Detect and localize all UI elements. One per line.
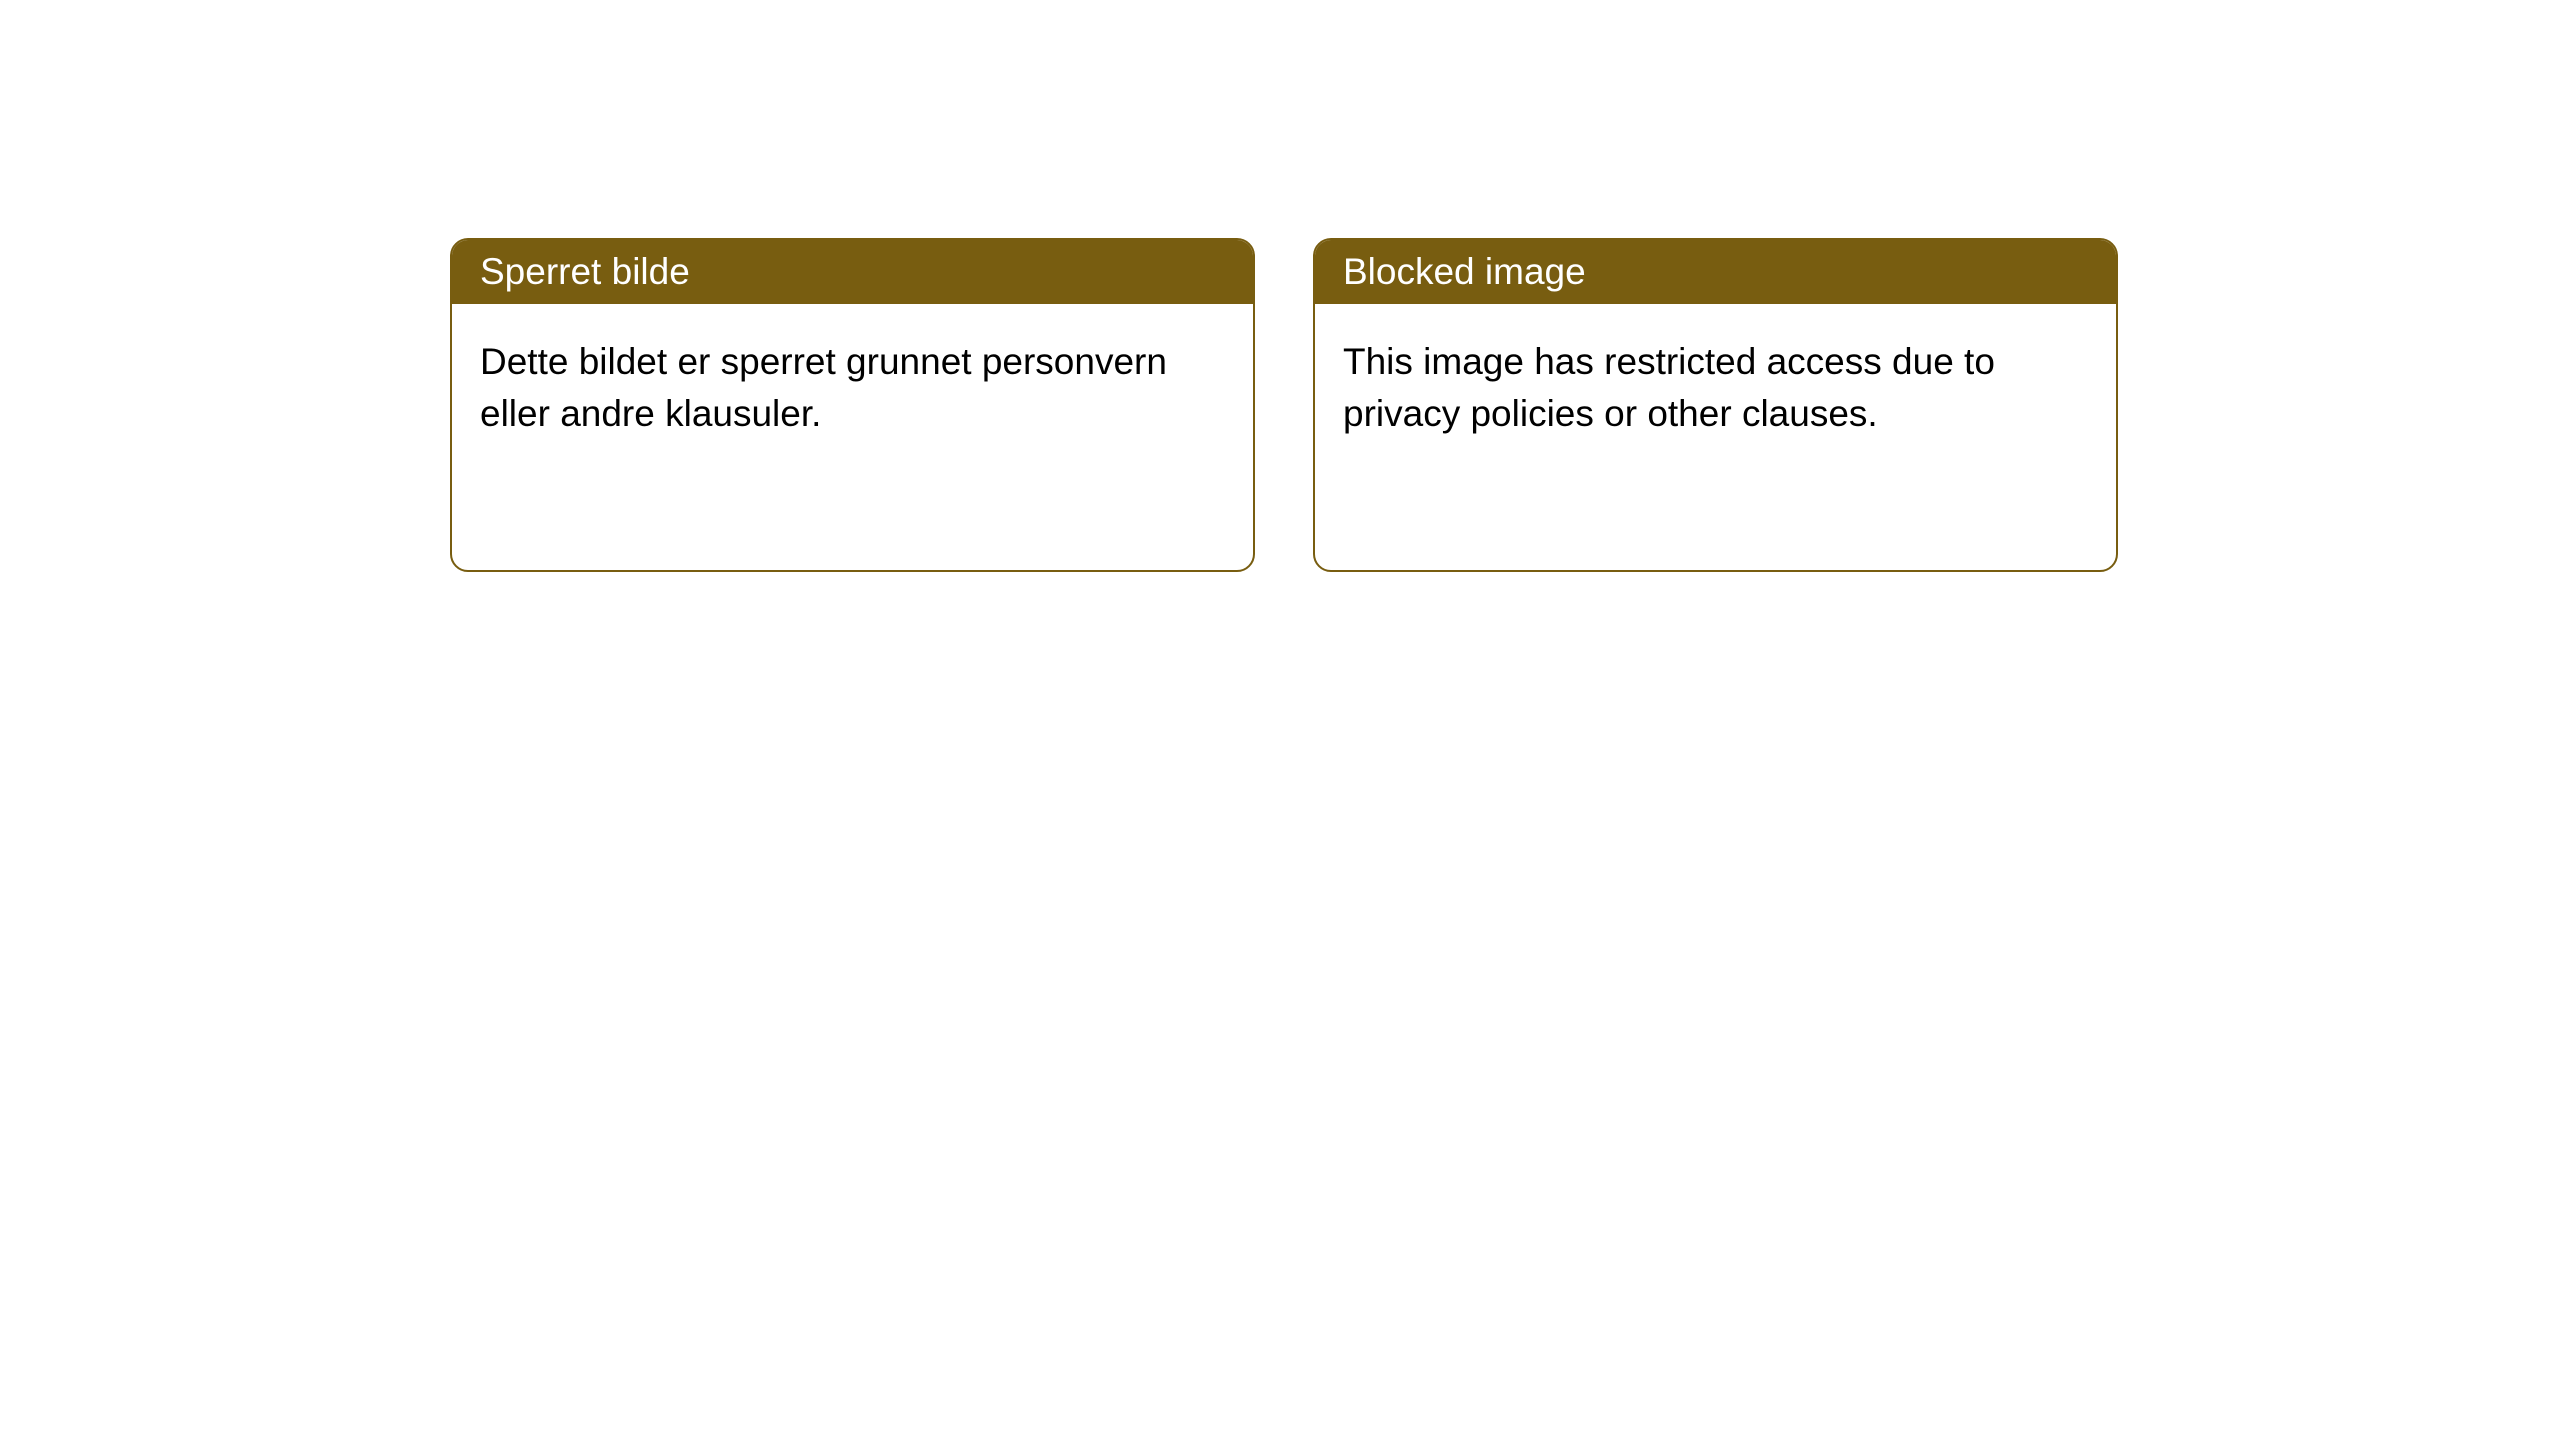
notice-cards-container: Sperret bilde Dette bildet er sperret gr… [450,238,2118,572]
card-body-norwegian: Dette bildet er sperret grunnet personve… [452,304,1253,472]
blocked-image-card-norwegian: Sperret bilde Dette bildet er sperret gr… [450,238,1255,572]
blocked-image-card-english: Blocked image This image has restricted … [1313,238,2118,572]
card-header-english: Blocked image [1315,240,2116,304]
card-header-norwegian: Sperret bilde [452,240,1253,304]
card-body-english: This image has restricted access due to … [1315,304,2116,472]
